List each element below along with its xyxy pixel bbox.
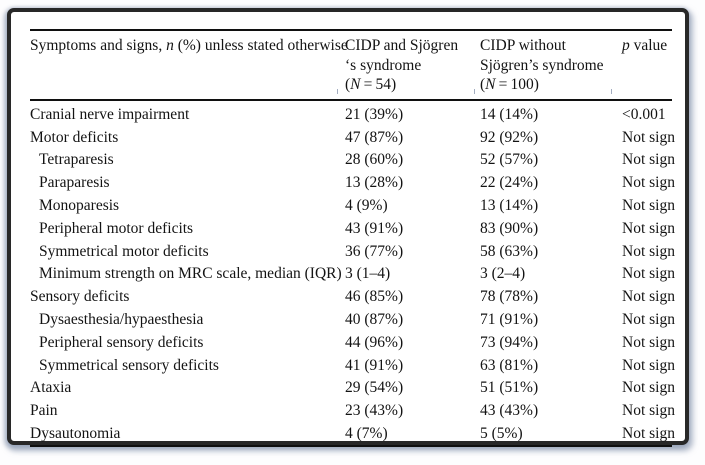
table-row: Peripheral sensory deficits 44 (96%) 73 (9…: [30, 331, 675, 354]
table-row: Peripheral motor deficits 43 (91%) 83 (90%…: [30, 217, 675, 240]
table-row: Dysaesthesia/hypaesthesia 40 (87%) 71 (91%…: [30, 309, 675, 332]
cidp-without-value-cell: 58 (63%): [480, 242, 539, 260]
cidp-sjogren-value-cell: 28 (60%): [345, 151, 404, 169]
col-header-cidp-without-sjogren: CIDP without Sjögren’s syndrome (N = 100): [480, 30, 622, 101]
col-header-symptoms-signs: Symptoms and signs, n (%) unless stated …: [30, 30, 348, 101]
cidp-without-value-cell: 78 (78%): [480, 288, 539, 306]
symptom-label-cell: Peripheral motor deficits: [39, 219, 194, 237]
p-value-cell: Not sign: [622, 265, 675, 283]
cidp-without-value-cell: 71 (91%): [480, 311, 539, 329]
symptom-label-cell: Monoparesis: [39, 197, 120, 215]
cidp-sjogren-value-cell: 4 (7%): [345, 425, 388, 443]
cidp-sjogren-value-cell: 43 (91%): [345, 219, 404, 237]
symptom-label-cell: Cranial nerve impairment: [30, 105, 190, 123]
symptom-label-cell: Dysautonomia: [30, 425, 121, 443]
table-row: Pain 23 (43%) 43 (43%) Not sign: [30, 400, 675, 423]
table-row: Motor deficits 47 (87%) 92 (92%) Not sign: [30, 126, 675, 149]
p-value-cell: <0.001: [622, 105, 666, 123]
cidp-sjogren-value-cell: 36 (77%): [345, 242, 404, 260]
p-value-cell: Not sign: [622, 242, 675, 260]
cidp-without-value-cell: 63 (81%): [480, 356, 539, 374]
cidp-sjogren-value-cell: 40 (87%): [345, 311, 404, 329]
p-value-cell: Not sign: [622, 333, 675, 351]
symptom-label-cell: Symmetrical sensory deficits: [39, 356, 219, 374]
cidp-without-value-cell: 73 (94%): [480, 333, 539, 351]
column-tick-3: [611, 89, 612, 94]
p-value-cell: Not sign: [622, 379, 675, 397]
p-value-cell: Not sign: [622, 356, 675, 374]
table-row: Paraparesis 13 (28%) 22 (24%) Not sign: [30, 172, 675, 195]
table-body: Cranial nerve impairment 21 (39%) 14 (14%)…: [30, 100, 675, 447]
cidp-sjogren-value-cell: 3 (1–4): [345, 265, 391, 283]
table-header: Symptoms and signs, n (%) unless stated …: [30, 30, 672, 101]
symptom-label-cell: Minimum strength on MRC scale, median (I…: [39, 265, 342, 283]
cidp-without-value-cell: 51 (51%): [480, 379, 539, 397]
cidp-sjogren-value-cell: 23 (43%): [345, 402, 404, 420]
symptom-label-cell: Sensory deficits: [30, 288, 130, 306]
table-row: Cranial nerve impairment 21 (39%) 14 (14%)…: [30, 100, 672, 127]
cidp-sjogren-value-cell: 13 (28%): [345, 174, 404, 192]
symptom-label-cell: Ataxia: [30, 379, 72, 397]
p-value-cell: Not sign: [622, 288, 675, 306]
symptom-label-cell: Dysaesthesia/hypaesthesia: [39, 311, 204, 329]
table-row: Dysautonomia 4 (7%) 5 (5%) Not sign: [30, 423, 675, 447]
col-header-p-value: p value: [622, 30, 672, 101]
p-value-cell: Not sign: [622, 174, 675, 192]
symptoms-signs-table: Symptoms and signs, n (%) unless stated …: [30, 29, 675, 448]
column-tick-1: [337, 89, 338, 94]
cidp-sjogren-value-cell: 46 (85%): [345, 288, 404, 306]
p-value-cell: Not sign: [622, 128, 675, 146]
cidp-without-value-cell: 5 (5%): [480, 425, 523, 443]
col-header-cidp-and-sjogren: CIDP and Sjögren ‘s syndrome (N = 54): [345, 30, 480, 101]
table-wrapper: Symptoms and signs, n (%) unless stated …: [30, 29, 675, 448]
symptom-label-cell: Paraparesis: [39, 174, 110, 192]
p-value-cell: Not sign: [622, 311, 675, 329]
cidp-sjogren-value-cell: 4 (9%): [345, 197, 388, 215]
p-value-cell: Not sign: [622, 197, 675, 215]
table-row: Minimum strength on MRC scale, median (I…: [30, 263, 675, 286]
cidp-sjogren-value-cell: 21 (39%): [345, 105, 404, 123]
table-row: Monoparesis 4 (9%) 13 (14%) Not sign: [30, 195, 675, 218]
cidp-sjogren-value-cell: 44 (96%): [345, 333, 404, 351]
p-value-cell: Not sign: [622, 402, 675, 420]
symptom-label-cell: Symmetrical motor deficits: [39, 242, 209, 260]
cidp-without-value-cell: 52 (57%): [480, 151, 539, 169]
cidp-without-value-cell: 3 (2–4): [480, 265, 526, 283]
table-row: Symmetrical sensory deficits 41 (91%) 63 (…: [30, 354, 675, 377]
table-row: Ataxia 29 (54%) 51 (51%) Not sign: [30, 377, 675, 400]
table-row: Tetraparesis 28 (60%) 52 (57%) Not sign: [30, 149, 675, 172]
cidp-sjogren-value-cell: 29 (54%): [345, 379, 404, 397]
cidp-without-value-cell: 83 (90%): [480, 219, 539, 237]
header-line: ‘s syndrome: [345, 56, 422, 74]
cidp-without-value-cell: 14 (14%): [480, 105, 539, 123]
cidp-without-value-cell: 13 (14%): [480, 197, 539, 215]
p-value-cell: Not sign: [622, 219, 675, 237]
table-row: Symmetrical motor deficits 36 (77%) 58 (63…: [30, 240, 675, 263]
cidp-sjogren-value-cell: 47 (87%): [345, 128, 404, 146]
cidp-sjogren-value-cell: 41 (91%): [345, 356, 404, 374]
header-row: Symptoms and signs, n (%) unless stated …: [30, 30, 672, 101]
p-value-cell: Not sign: [622, 151, 675, 169]
cidp-without-value-cell: 43 (43%): [480, 402, 539, 420]
header-line: CIDP and Sjögren: [345, 37, 459, 54]
header-line: CIDP without: [480, 37, 566, 54]
symptom-label-cell: Pain: [30, 402, 58, 420]
header-line: Sjögren’s syndrome: [480, 56, 604, 74]
symptom-label-cell: Peripheral sensory deficits: [39, 333, 204, 351]
p-value-cell: Not sign: [622, 425, 675, 443]
symptom-label-cell: Motor deficits: [30, 128, 119, 146]
header-line: (N = 54): [345, 76, 397, 93]
column-tick-2: [474, 89, 475, 94]
header-line: (N = 100): [480, 76, 539, 93]
cidp-without-value-cell: 92 (92%): [480, 128, 539, 146]
cidp-without-value-cell: 22 (24%): [480, 174, 539, 192]
symptom-label-cell: Tetraparesis: [39, 151, 114, 169]
scanned-table-panel: Symptoms and signs, n (%) unless stated …: [7, 8, 689, 448]
table-row: Sensory deficits 46 (85%) 78 (78%) Not sign: [30, 286, 675, 309]
